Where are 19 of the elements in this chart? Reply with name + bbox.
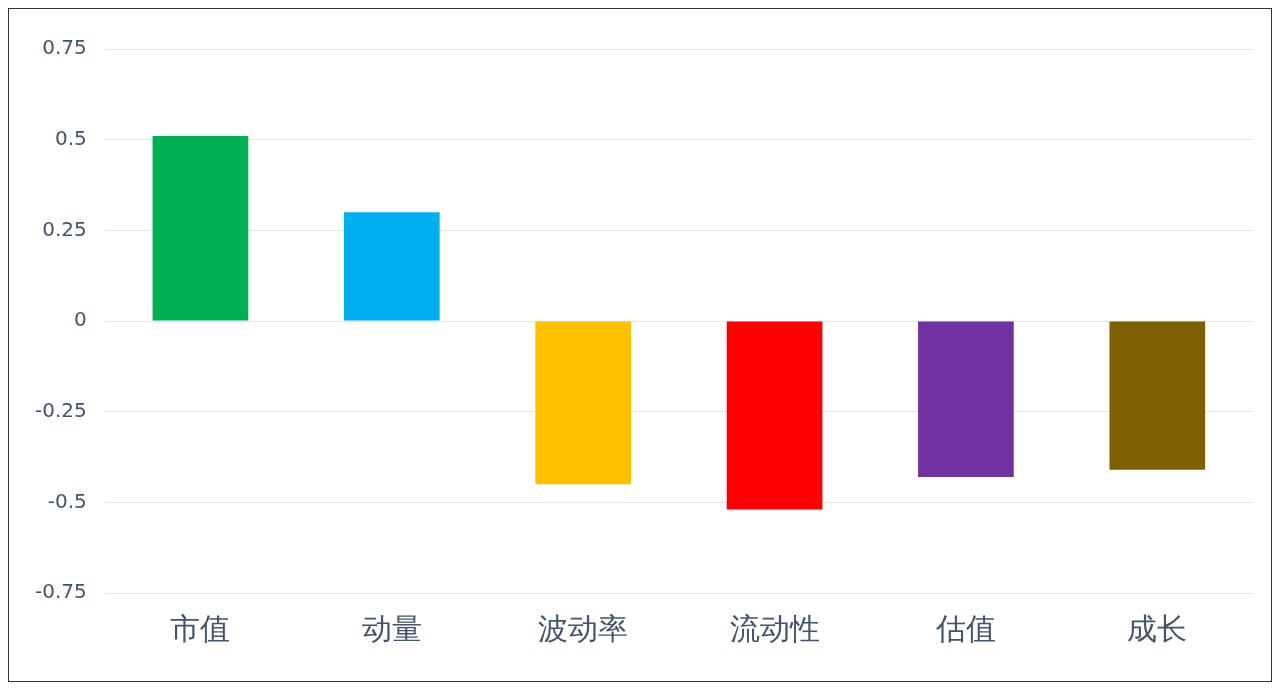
y-tick-label: 0.75: [42, 35, 87, 60]
y-tick-label: 0: [74, 307, 87, 332]
x-tick-label: 成长: [1127, 610, 1188, 646]
y-tick-label: -0.75: [35, 579, 87, 604]
bar: [1109, 321, 1206, 470]
bar: [343, 212, 440, 321]
x-tick-label: 估值: [934, 610, 996, 646]
bar: [152, 136, 249, 321]
y-tick-label: 0.5: [54, 125, 87, 150]
y-tick-label: -0.5: [47, 488, 87, 513]
y-tick-label: -0.25: [35, 397, 87, 422]
x-tick-label: 动量: [361, 610, 422, 646]
x-tick-label: 市值: [170, 610, 231, 646]
x-tick-label: 波动率: [538, 610, 629, 646]
bar: [726, 321, 823, 510]
bar: [535, 321, 632, 485]
y-tick-label: 0.25: [42, 216, 87, 241]
bar: [918, 321, 1014, 477]
x-tick-label: 流动性: [729, 610, 820, 646]
